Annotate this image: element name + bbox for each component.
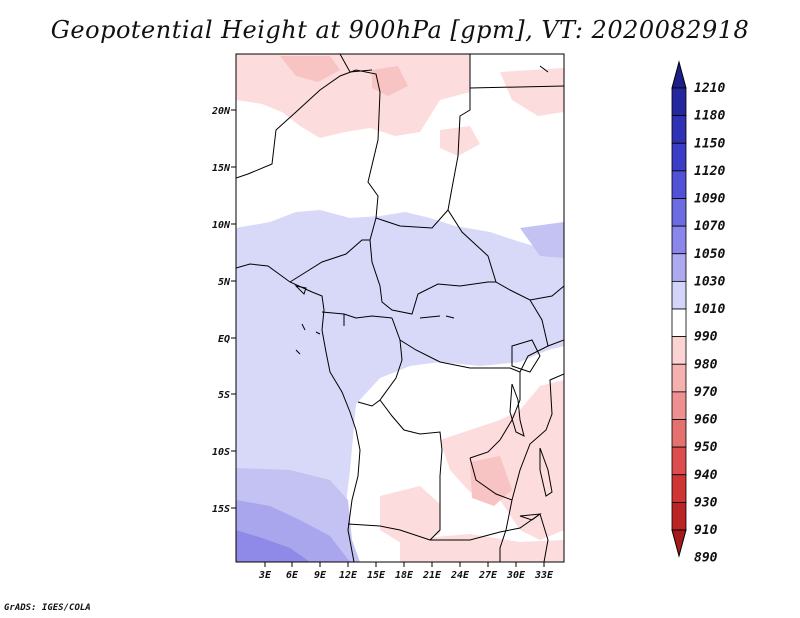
shading-north-pink-2 <box>280 56 340 82</box>
lat-label: 15N <box>212 163 231 174</box>
colorbar-label: 1120 <box>694 164 725 179</box>
grads-credit: GrADS: IGES/COLA <box>4 603 91 613</box>
lon-ticks <box>264 562 545 567</box>
lat-label: EQ <box>218 334 230 345</box>
lake-victoria <box>511 339 541 373</box>
colorbar-segment <box>671 253 687 282</box>
lon-label: 15E <box>367 570 386 581</box>
colorbar-segment <box>671 336 687 365</box>
colorbar-segment <box>671 142 687 172</box>
lat-label: 10N <box>212 220 231 231</box>
lon-labels: 3E 6E 9E 12E 15E 18E 21E 24E 27E 30E 33E <box>258 570 554 581</box>
shading-north-pink-1 <box>236 54 470 138</box>
colorbar: 1210 1180 1150 1120 1090 1070 1050 1030 1010 990 9… <box>671 60 725 566</box>
shading-central-pink-1 <box>440 380 564 540</box>
lon-label: 3E <box>258 570 272 581</box>
colorbar-label: 1150 <box>694 136 725 151</box>
colorbar-segment <box>671 391 687 420</box>
colorbar-segment <box>671 198 687 227</box>
lon-label: 18E <box>395 570 414 581</box>
lon-label: 33E <box>534 570 554 581</box>
lat-label: 10S <box>212 447 230 458</box>
colorbar-segment <box>671 308 687 338</box>
map-panel <box>236 54 564 562</box>
colorbar-bottom-triangle <box>671 529 687 558</box>
lat-labels: 20N 15N 10N 5N EQ 5S 10S 15S <box>211 106 231 515</box>
colorbar-segment <box>671 280 687 310</box>
lon-label: 12E <box>339 570 358 581</box>
islands <box>295 65 549 355</box>
colorbar-label: 940 <box>694 468 718 483</box>
colorbar-segment <box>671 170 687 199</box>
colorbar-label: 1050 <box>694 247 725 262</box>
colorbar-label: 980 <box>694 357 718 372</box>
lake-kariba <box>519 513 542 521</box>
colorbar-segment <box>671 419 687 448</box>
shading-southwest-deep-purple <box>236 530 310 562</box>
colorbar-label: 970 <box>694 385 718 400</box>
lon-label: 6E <box>286 570 299 581</box>
colorbar-label: 960 <box>694 413 718 428</box>
shading-central-pink-2 <box>470 456 512 506</box>
colorbar-label: 890 <box>694 551 718 566</box>
lake-tanganyika <box>509 383 525 437</box>
colorbar-segment <box>671 446 687 476</box>
colorbar-segment <box>671 115 687 144</box>
lat-label: 15S <box>212 504 230 515</box>
colorbar-label: 1030 <box>694 274 725 289</box>
shading-central-pink-3 <box>380 486 440 546</box>
colorbar-segment <box>671 363 687 393</box>
colorbar-label: 1070 <box>694 219 725 234</box>
lat-ticks <box>231 109 236 509</box>
shading-south-pink <box>400 534 564 562</box>
lon-label: 21E <box>422 570 442 581</box>
lake-malawi <box>539 447 553 497</box>
lon-label: 27E <box>478 570 498 581</box>
lon-label: 24E <box>450 570 470 581</box>
shading-north-pink-4 <box>500 68 564 116</box>
colorbar-top-triangle <box>671 60 687 89</box>
colorbar-label: 990 <box>694 330 718 345</box>
colorbar-label: 1210 <box>694 81 725 96</box>
colorbar-label: 1010 <box>694 302 725 317</box>
map-frame <box>235 53 565 563</box>
lat-label: 5S <box>218 390 230 401</box>
colorbar-segment <box>671 225 687 255</box>
shading-east-lavender <box>520 222 564 258</box>
colorbar-label: 930 <box>694 495 718 510</box>
shading-north-pink-5 <box>440 126 480 156</box>
colorbar-label: 1090 <box>694 192 725 207</box>
lat-label: 5N <box>218 277 231 288</box>
shading-north-pink-3 <box>372 66 408 96</box>
country-borders <box>236 54 564 562</box>
lon-label: 30E <box>506 570 526 581</box>
lat-label: 20N <box>211 106 231 117</box>
colorbar-segment <box>671 501 687 531</box>
colorbar-segment <box>671 87 687 117</box>
colorbar-segment <box>671 474 687 503</box>
colorbar-label: 950 <box>694 440 718 455</box>
colorbar-label: 1180 <box>694 109 725 124</box>
lon-label: 9E <box>314 570 327 581</box>
map-title: Geopotential Height at 900hPa [gpm], VT:… <box>50 16 750 44</box>
lake-volta <box>294 285 307 295</box>
lakes <box>294 285 553 521</box>
colorbar-label: 910 <box>694 523 718 538</box>
